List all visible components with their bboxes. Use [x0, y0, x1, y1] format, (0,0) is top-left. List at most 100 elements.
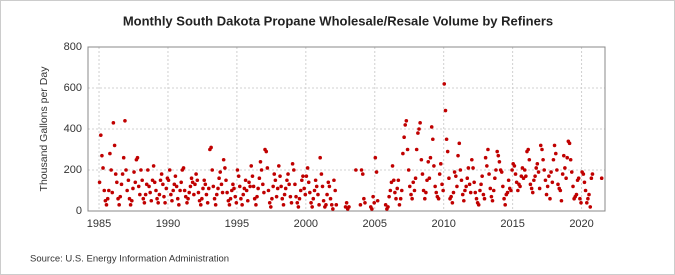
- point: [127, 196, 132, 201]
- point: [487, 172, 491, 176]
- point: [412, 188, 417, 193]
- point: [183, 194, 188, 199]
- point: [413, 176, 418, 180]
- point: [478, 188, 482, 193]
- point: [162, 194, 166, 199]
- point: [172, 182, 177, 187]
- point: [187, 190, 191, 195]
- point: [140, 178, 144, 183]
- point: [359, 168, 364, 172]
- point: [358, 203, 363, 207]
- point: [512, 164, 517, 168]
- point: [401, 151, 405, 156]
- point: [437, 172, 442, 176]
- point: [486, 147, 490, 152]
- point: [442, 82, 447, 86]
- point: [549, 170, 553, 174]
- point: [139, 168, 143, 172]
- point: [146, 168, 150, 172]
- point: [470, 157, 474, 162]
- point: [169, 192, 173, 197]
- point: [450, 201, 455, 205]
- point: [249, 164, 254, 168]
- x-tick-label: 1995: [225, 218, 249, 230]
- point: [428, 155, 433, 160]
- point: [128, 203, 133, 207]
- point: [217, 176, 221, 180]
- point: [427, 176, 432, 180]
- point: [220, 190, 225, 195]
- point: [329, 203, 334, 207]
- point: [296, 205, 301, 209]
- point: [186, 196, 190, 201]
- point: [135, 155, 140, 160]
- point: [300, 178, 304, 183]
- point: [332, 178, 336, 183]
- point: [463, 188, 467, 193]
- point: [252, 196, 257, 201]
- point: [503, 203, 507, 207]
- point: [136, 184, 141, 189]
- point: [530, 190, 535, 195]
- point: [571, 184, 575, 189]
- point: [495, 149, 499, 154]
- point: [256, 186, 260, 191]
- point: [528, 182, 533, 187]
- point: [163, 201, 167, 205]
- point: [320, 184, 325, 189]
- point: [175, 196, 180, 201]
- point: [161, 182, 165, 187]
- point: [245, 198, 250, 203]
- point: [560, 172, 565, 176]
- point: [203, 182, 208, 187]
- point: [211, 184, 216, 189]
- point: [445, 149, 450, 154]
- point: [476, 203, 481, 207]
- point: [309, 201, 313, 205]
- point: [118, 194, 123, 199]
- point: [536, 170, 541, 174]
- point: [590, 172, 595, 176]
- point: [214, 192, 219, 197]
- point: [236, 174, 241, 178]
- point: [436, 196, 441, 201]
- point: [407, 184, 412, 189]
- x-tick-label: 2000: [294, 218, 318, 230]
- point: [414, 147, 419, 152]
- point: [440, 182, 444, 187]
- point: [200, 196, 204, 201]
- point: [287, 182, 291, 187]
- point: [209, 145, 213, 150]
- point: [148, 190, 152, 195]
- point: [297, 196, 302, 201]
- point: [171, 188, 176, 193]
- point: [159, 172, 164, 176]
- point: [559, 198, 564, 203]
- point: [479, 182, 483, 187]
- point: [441, 188, 445, 193]
- point: [488, 186, 493, 191]
- point: [248, 184, 252, 189]
- point: [310, 205, 314, 209]
- point: [534, 166, 539, 170]
- point: [587, 192, 591, 197]
- point: [321, 198, 326, 203]
- point: [227, 203, 232, 207]
- point: [496, 153, 501, 158]
- point: [115, 180, 119, 185]
- y-tick-label: 200: [64, 164, 82, 176]
- point: [583, 188, 588, 193]
- point: [178, 188, 182, 193]
- point: [258, 160, 263, 164]
- point: [286, 172, 290, 176]
- point: [271, 184, 275, 189]
- point: [538, 143, 543, 148]
- point: [388, 188, 393, 193]
- point: [185, 201, 189, 205]
- point: [155, 196, 159, 201]
- point: [456, 153, 460, 158]
- point: [468, 190, 473, 195]
- point: [524, 174, 528, 178]
- point: [157, 192, 162, 197]
- point: [439, 162, 443, 166]
